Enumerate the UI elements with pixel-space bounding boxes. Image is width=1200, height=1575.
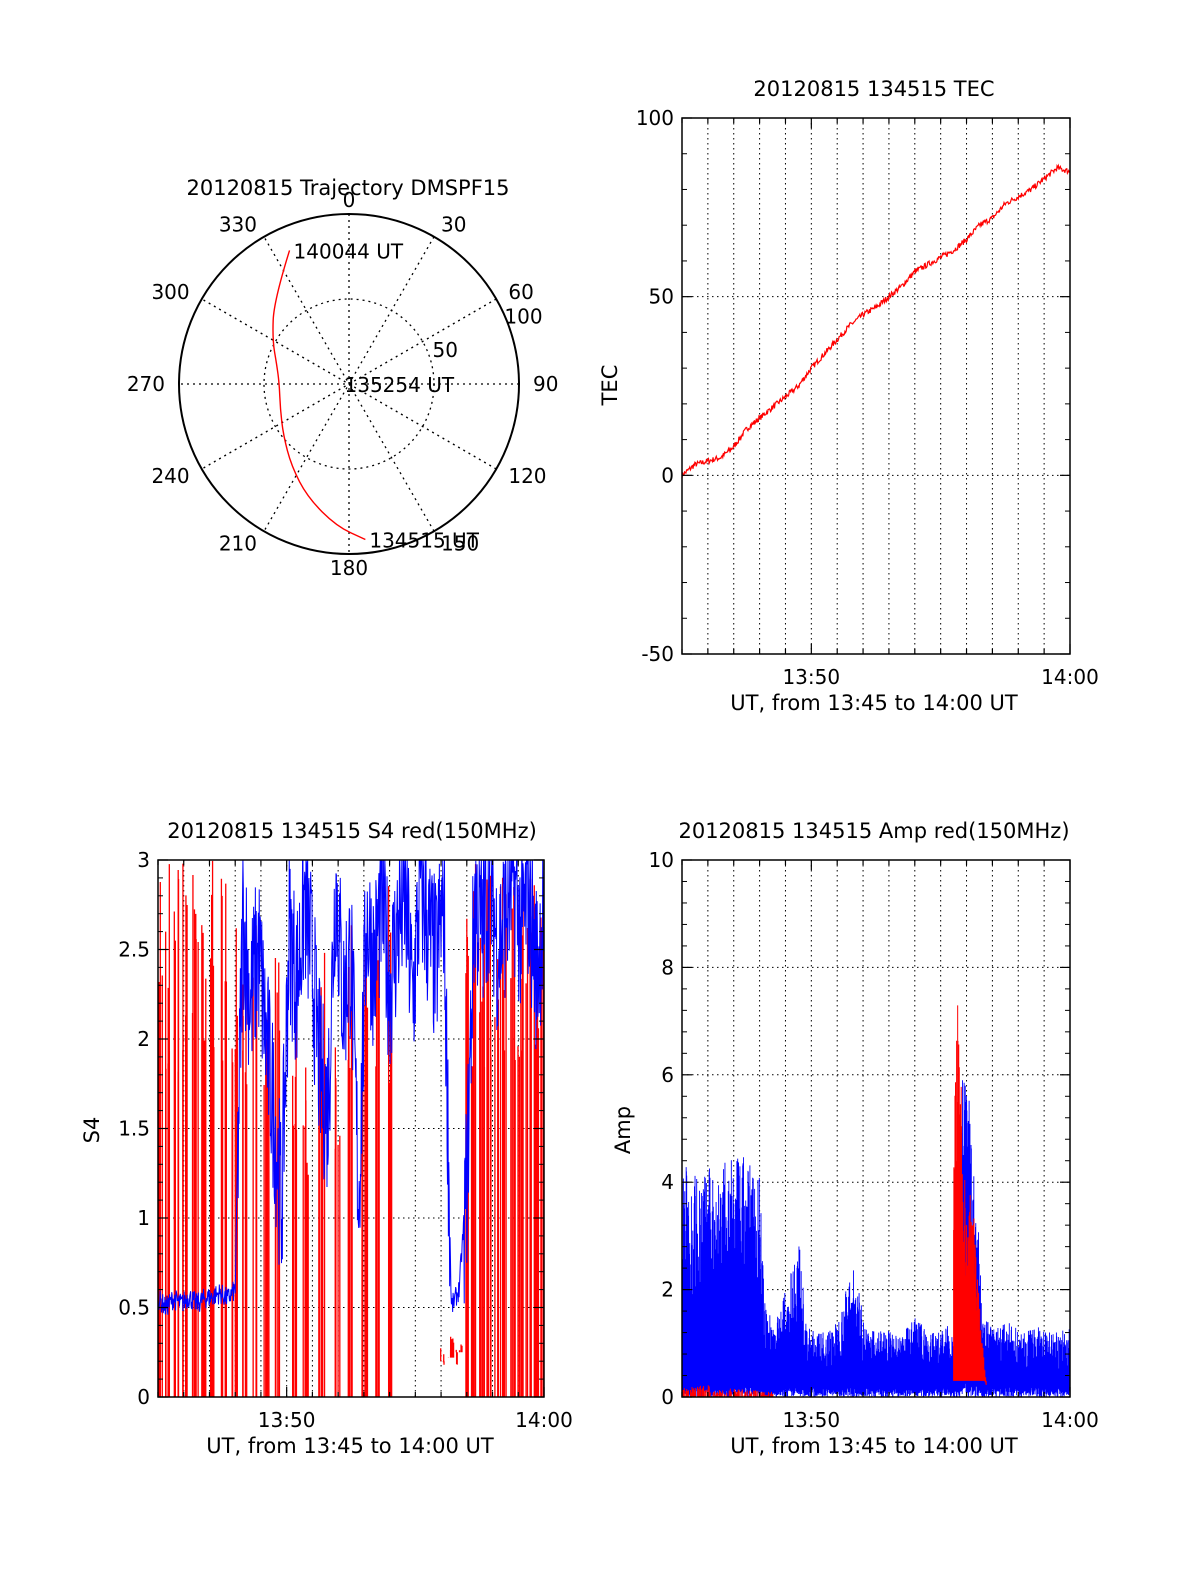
s4-ytick-label: 0.5 xyxy=(118,1296,150,1320)
amp-ytick-label: 6 xyxy=(661,1063,674,1087)
s4-ytick-label: 2 xyxy=(137,1027,150,1051)
polar-angle-tick-label: 240 xyxy=(151,464,189,488)
polar-angle-tick-label: 120 xyxy=(508,464,546,488)
polar-annotation: 134515 UT xyxy=(369,529,479,553)
polar-angle-tick-label: 180 xyxy=(330,556,368,580)
amp-ylabel: Amp xyxy=(611,1106,635,1154)
s4-red-series xyxy=(440,1336,463,1365)
polar-radial-tick-label: 100 xyxy=(504,305,542,329)
tec-xtick-label: 13:50 xyxy=(782,665,840,689)
s4-ytick-label: 2.5 xyxy=(118,938,150,962)
s4-axes: 0 0.5 1 1.5 2 2.5 3 13:50 14:00 xyxy=(118,848,573,1432)
amp-plot-area: 0 2 4 6 8 10 13:50 14:00 xyxy=(649,848,1099,1432)
amp-ytick-label: 0 xyxy=(661,1385,674,1409)
polar-annotation: 140044 UT xyxy=(294,239,404,263)
polar-title: 20120815 Trajectory DMSPF15 xyxy=(186,176,509,200)
amp-ytick-label: 10 xyxy=(649,848,674,872)
amp-blue-series xyxy=(681,1080,1071,1397)
polar-radial-ticks: 50 100 xyxy=(433,305,543,362)
amp-ytick-label: 4 xyxy=(661,1170,674,1194)
amp-xtick-label: 14:00 xyxy=(1041,1408,1099,1432)
amp-title: 20120815 134515 Amp red(150MHz) xyxy=(678,819,1069,843)
tec-ytick-label: 0 xyxy=(661,463,674,487)
s4-panel: 20120815 134515 S4 red(150MHz) UT, from … xyxy=(80,819,537,1458)
polar-angle-tick-label: 150 xyxy=(441,531,479,555)
polar-angle-ticks: 0 30 60 90 120 150 180 210 240 270 300 330 xyxy=(127,188,559,580)
polar-annotation: 135254 UT xyxy=(345,373,455,397)
s4-xtick-label: 13:50 xyxy=(258,1408,316,1432)
polar-angle-tick-label: 270 xyxy=(127,372,165,396)
polar-grid xyxy=(178,213,520,555)
trajectory-line xyxy=(272,250,366,541)
s4-title: 20120815 134515 S4 red(150MHz) xyxy=(167,819,537,843)
amp-axes: 0 2 4 6 8 10 13:50 14:00 xyxy=(649,848,1099,1432)
amp-xtick-label: 13:50 xyxy=(782,1408,840,1432)
s4-blue-series xyxy=(157,859,545,1315)
s4-plot-area: 0 0.5 1 1.5 2 2.5 3 13:50 14:00 xyxy=(118,848,573,1432)
tec-panel: 20120815 134515 TEC UT, from 13:45 to 14… xyxy=(598,77,1018,715)
amp-ytick-label: 8 xyxy=(661,955,674,979)
s4-ytick-label: 1.5 xyxy=(118,1117,150,1141)
amp-frame xyxy=(681,859,1071,1398)
tec-ytick-label: -50 xyxy=(641,642,674,666)
s4-red-series xyxy=(157,860,238,1397)
tec-xlabel: UT, from 13:45 to 14:00 UT xyxy=(730,691,1018,715)
amp-red-series xyxy=(682,1005,987,1397)
polar-angle-tick-label: 210 xyxy=(219,531,257,555)
polar-angle-tick-label: 0 xyxy=(343,188,356,212)
s4-ylabel: S4 xyxy=(80,1117,104,1144)
tec-plot-area: -50 0 50 100 13:50 14:00 xyxy=(636,106,1099,689)
s4-data xyxy=(157,859,545,1397)
tec-xtick-label: 14:00 xyxy=(1041,665,1099,689)
polar-radial-tick-label: 50 xyxy=(433,338,458,362)
polar-angle-tick-label: 60 xyxy=(508,280,533,304)
polar-angle-tick-label: 90 xyxy=(533,372,558,396)
polar-spoke xyxy=(263,236,435,532)
tec-frame xyxy=(681,117,1071,655)
s4-ytick-label: 0 xyxy=(137,1385,150,1409)
polar-angle-tick-label: 300 xyxy=(151,280,189,304)
polar-angle-tick-label: 330 xyxy=(219,213,257,237)
amp-panel: 20120815 134515 Amp red(150MHz) UT, from… xyxy=(611,819,1070,1458)
s4-xlabel: UT, from 13:45 to 14:00 UT xyxy=(206,1434,494,1458)
amp-data xyxy=(681,1005,1071,1397)
amp-ytick-label: 2 xyxy=(661,1278,674,1302)
polar-trajectory-panel: 20120815 Trajectory DMSPF15 0 30 60 90 120 15… xyxy=(127,176,559,580)
s4-xtick-label: 14:00 xyxy=(515,1408,573,1432)
tec-title: 20120815 134515 TEC xyxy=(753,77,994,101)
tec-ylabel: TEC xyxy=(598,365,622,407)
tec-series-line xyxy=(681,163,1071,479)
amp-xlabel: UT, from 13:45 to 14:00 UT xyxy=(730,1434,1018,1458)
tec-ytick-label: 100 xyxy=(636,106,674,130)
tec-axes: -50 0 50 100 13:50 14:00 xyxy=(636,106,1099,689)
polar-angle-tick-label: 30 xyxy=(441,213,466,237)
s4-red-series xyxy=(242,886,393,1397)
polar-trajectory-line xyxy=(272,250,366,541)
s4-ytick-label: 3 xyxy=(137,848,150,872)
tec-ytick-label: 50 xyxy=(649,285,674,309)
polar-ring xyxy=(263,298,435,470)
tec-data xyxy=(681,163,1071,479)
s4-ytick-label: 1 xyxy=(137,1206,150,1230)
polar-annotations: 140044 UT 135254 UT 134515 UT xyxy=(294,239,480,552)
polar-outer-ring xyxy=(178,213,520,555)
